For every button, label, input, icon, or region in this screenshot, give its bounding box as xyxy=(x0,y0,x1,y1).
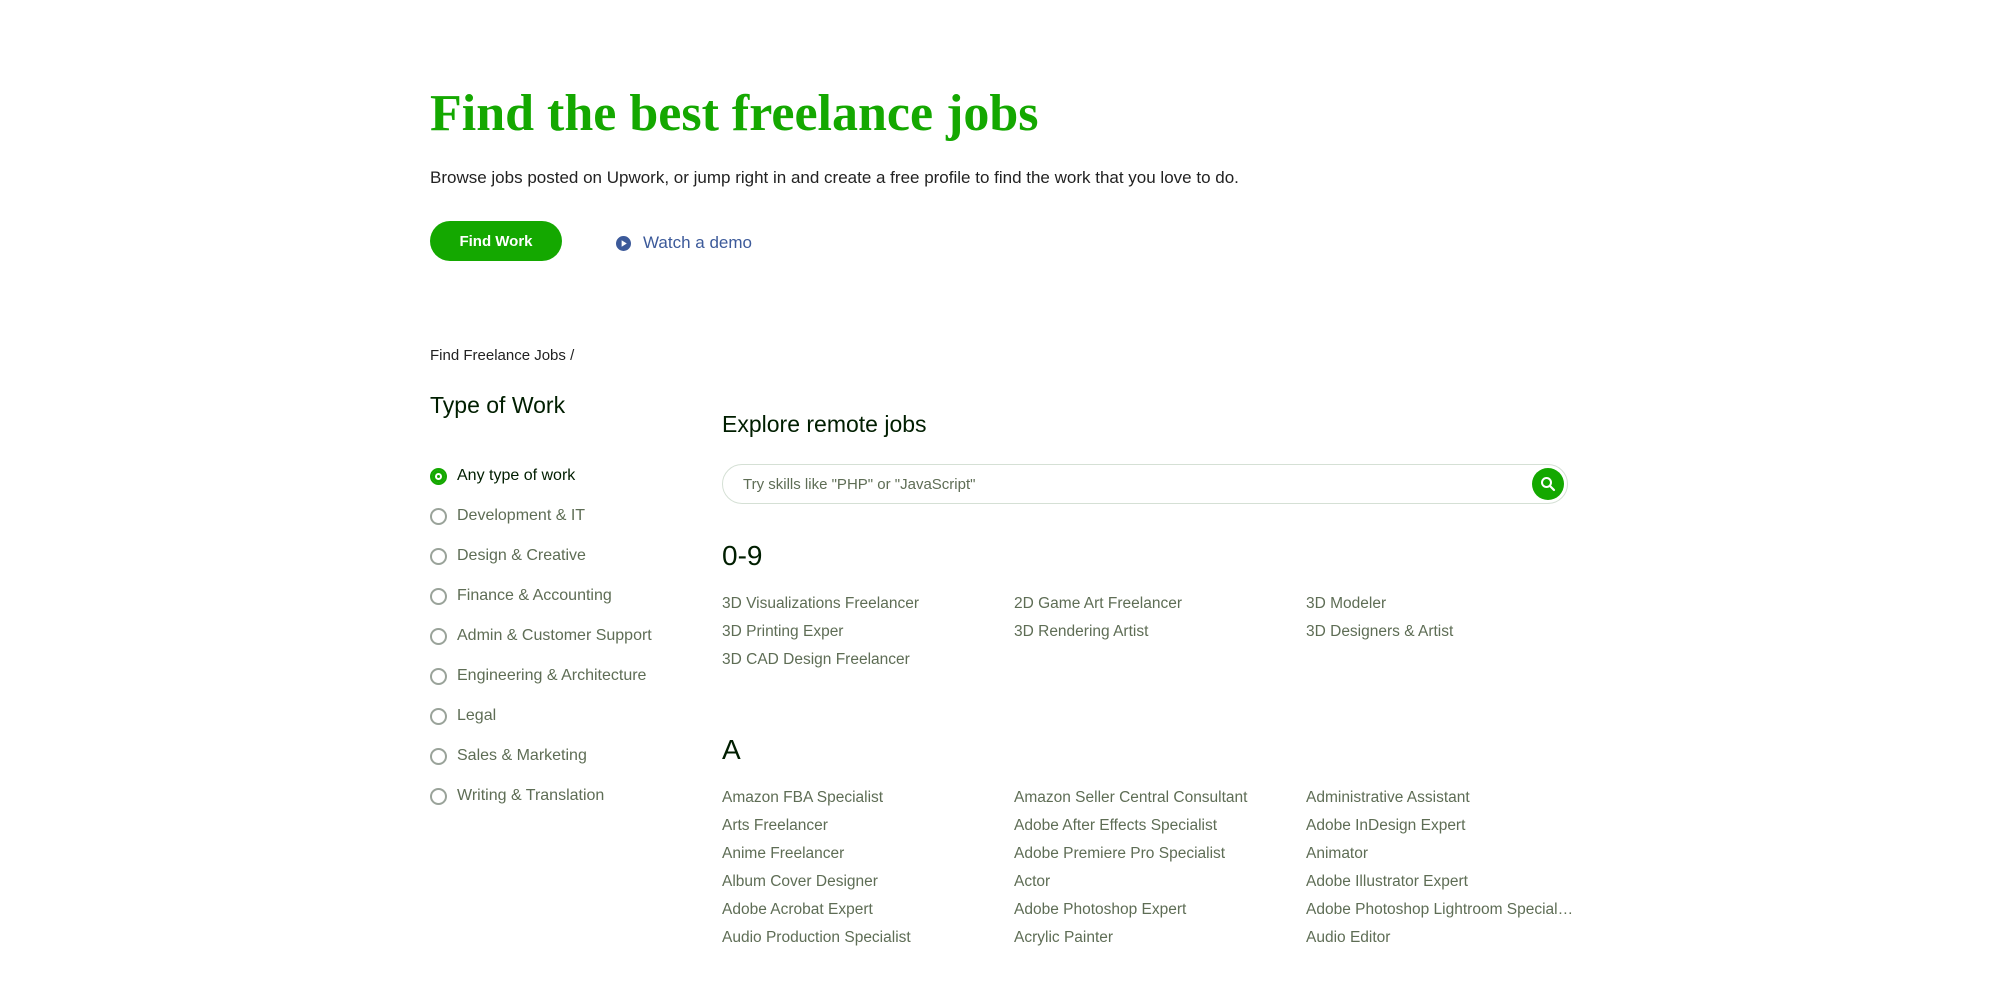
filter-option-label: Legal xyxy=(457,707,497,724)
job-section: A Amazon FBA Specialist Amazon Seller Cent… xyxy=(722,732,1582,952)
radio-button[interactable] xyxy=(430,587,447,605)
filter-option[interactable]: Finance & Accounting xyxy=(430,576,652,616)
job-link[interactable]: Animator xyxy=(1306,845,1369,862)
job-grid: 3D Visualizations Freelancer 2D Game Art … xyxy=(722,590,1582,674)
job-link[interactable]: 3D Visualizations Freelancer xyxy=(722,595,920,612)
job-link[interactable]: Arts Freelancer xyxy=(722,817,828,834)
job-link[interactable]: Adobe Premiere Pro Specialist xyxy=(1014,845,1226,862)
filter-option[interactable]: Writing & Translation xyxy=(430,776,652,816)
filter-option-label: Design & Creative xyxy=(457,547,586,564)
job-link[interactable]: Amazon FBA Specialist xyxy=(722,789,884,806)
filter-option-label: Any type of work xyxy=(457,467,576,484)
filter-title: Type of Work xyxy=(430,392,566,418)
filter-option-label: Admin & Customer Support xyxy=(457,627,652,644)
breadcrumb[interactable]: Find Freelance Jobs / xyxy=(430,347,575,364)
job-link[interactable]: Adobe InDesign Expert xyxy=(1306,817,1466,834)
job-link[interactable]: Audio Editor xyxy=(1306,929,1391,946)
radio-button[interactable] xyxy=(430,667,447,685)
job-link[interactable]: Adobe Photoshop Expert xyxy=(1014,901,1187,918)
job-link[interactable]: Adobe Acrobat Expert xyxy=(722,901,873,918)
search-placeholder: Try skills like "PHP" or "JavaScript" xyxy=(743,475,976,493)
filter-option-label: Writing & Translation xyxy=(457,787,605,804)
filter-option[interactable]: Any type of work xyxy=(430,456,652,496)
search-input[interactable]: Try skills like "PHP" or "JavaScript" xyxy=(722,464,1568,504)
job-link[interactable]: Administrative Assistant xyxy=(1306,789,1470,806)
radio-button[interactable] xyxy=(430,747,447,765)
job-sections: 0-9 3D Visualizations Freelancer 2D Game A… xyxy=(722,538,1582,1000)
search-button[interactable] xyxy=(1532,468,1564,500)
job-link[interactable]: Adobe Photoshop Lightroom Special… xyxy=(1306,901,1574,918)
job-link[interactable]: 3D CAD Design Freelancer xyxy=(722,651,910,668)
job-link[interactable]: Anime Freelancer xyxy=(722,845,845,862)
radio-button[interactable] xyxy=(430,547,447,565)
radio-button[interactable] xyxy=(430,467,447,485)
radio-button[interactable] xyxy=(430,787,447,805)
job-link[interactable]: 3D Printing Exper xyxy=(722,623,844,640)
job-link[interactable]: Audio Production Specialist xyxy=(722,929,911,946)
find-work-button[interactable]: Find Work xyxy=(430,221,562,261)
job-link[interactable]: 3D Rendering Artist xyxy=(1014,623,1149,640)
job-link[interactable]: Adobe After Effects Specialist xyxy=(1014,817,1218,834)
hero-title: Find the best freelance jobs xyxy=(430,85,1039,142)
filter-option[interactable]: Sales & Marketing xyxy=(430,736,652,776)
play-icon xyxy=(616,235,631,251)
job-link[interactable]: Album Cover Designer xyxy=(722,873,878,890)
section-heading: 0-9 xyxy=(722,540,763,571)
filter-option-label: Engineering & Architecture xyxy=(457,667,647,684)
job-link[interactable]: 3D Modeler xyxy=(1306,595,1387,612)
radio-button[interactable] xyxy=(430,627,447,645)
hero-subtitle: Browse jobs posted on Upwork, or jump ri… xyxy=(430,168,1239,187)
radio-button[interactable] xyxy=(430,507,447,525)
filter-option[interactable]: Legal xyxy=(430,696,652,736)
job-link[interactable]: 3D Designers & Artist xyxy=(1306,623,1454,640)
watch-demo-text: Watch a demo xyxy=(643,233,752,252)
job-link[interactable]: Actor xyxy=(1014,873,1051,890)
filter-option-label: Sales & Marketing xyxy=(457,747,587,764)
job-link[interactable]: 2D Game Art Freelancer xyxy=(1014,595,1182,612)
section-heading: A xyxy=(722,734,741,765)
search-icon xyxy=(1541,477,1556,492)
job-link[interactable]: Amazon Seller Central Consultant xyxy=(1014,789,1248,806)
job-grid: Amazon FBA Specialist Amazon Seller Centr… xyxy=(722,784,1582,952)
job-link[interactable]: Adobe Illustrator Expert xyxy=(1306,873,1468,890)
job-link[interactable]: Acrylic Painter xyxy=(1014,929,1114,946)
filter-option[interactable]: Engineering & Architecture xyxy=(430,656,652,696)
watch-demo-link[interactable]: Watch a demo xyxy=(616,233,752,253)
job-section: 0-9 3D Visualizations Freelancer 2D Game A… xyxy=(722,538,1582,674)
filter-option[interactable]: Development & IT xyxy=(430,496,652,536)
radio-button[interactable] xyxy=(430,707,447,725)
filter-option-label: Development & IT xyxy=(457,507,586,524)
filter-option-label: Finance & Accounting xyxy=(457,587,612,604)
filter-options: Any type of work Development & IT Design &… xyxy=(430,456,652,816)
explore-title: Explore remote jobs xyxy=(722,411,927,437)
filter-option[interactable]: Design & Creative xyxy=(430,536,652,576)
filter-option[interactable]: Admin & Customer Support xyxy=(430,616,652,656)
